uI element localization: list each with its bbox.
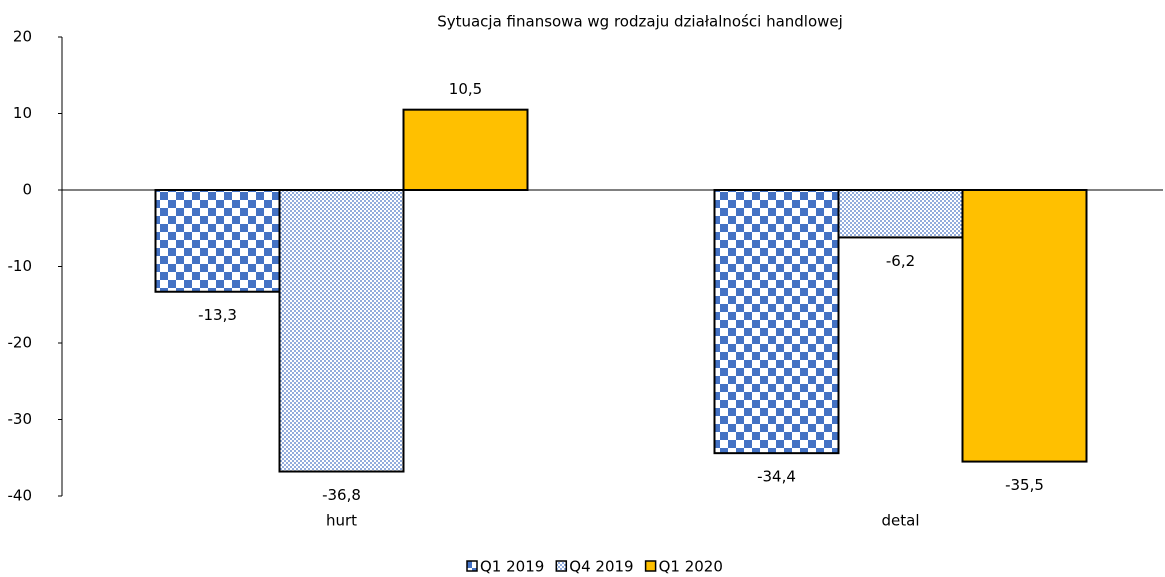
legend-swatch	[466, 560, 478, 572]
value-label: -13,3	[198, 306, 237, 324]
legend-swatch	[644, 560, 657, 572]
bar	[154, 189, 281, 293]
x-tick-label: detal	[882, 512, 920, 530]
legend-label: Q1 2020	[659, 558, 723, 576]
legend-label: Q1 2019	[480, 558, 544, 576]
y-tick-label: -20	[8, 334, 33, 352]
bar	[402, 108, 529, 191]
y-tick-label: -30	[8, 410, 33, 428]
x-tick-label: hurt	[326, 512, 357, 530]
value-label: -6,2	[886, 252, 915, 270]
value-label: -34,4	[757, 468, 796, 486]
bar	[837, 189, 964, 239]
y-tick-label: 10	[13, 104, 32, 122]
y-tick-label: 20	[13, 28, 32, 46]
y-tick-label: 0	[22, 181, 32, 199]
bar	[278, 189, 405, 473]
y-tick-label: -10	[8, 257, 33, 275]
value-label: -35,5	[1005, 476, 1044, 494]
bar	[961, 189, 1088, 463]
value-label: -36,8	[322, 486, 361, 504]
chart-title: Sytuacja finansowa wg rodzaju działalnoś…	[437, 13, 843, 31]
bar	[713, 189, 840, 455]
value-label: 10,5	[449, 80, 482, 98]
legend-swatch	[555, 560, 568, 572]
y-tick-label: -40	[8, 487, 33, 505]
legend-label: Q4 2019	[569, 558, 633, 576]
